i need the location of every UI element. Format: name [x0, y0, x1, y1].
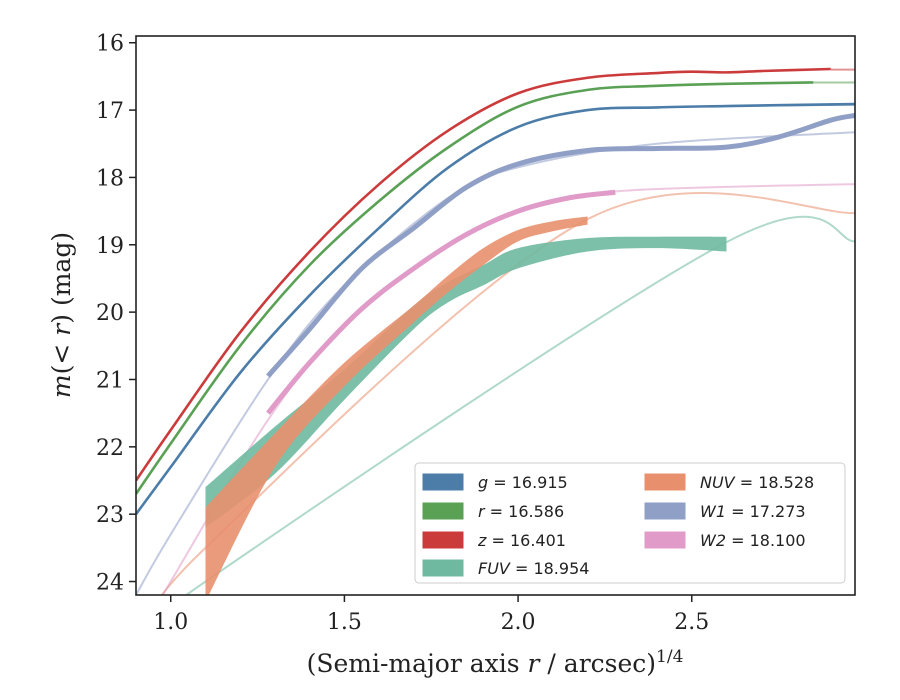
legend-entry-g: g = 16.915 [478, 473, 568, 492]
plot-area [136, 67, 855, 595]
x-tick-label: 2.0 [501, 610, 536, 635]
model-curve-nuv [160, 192, 855, 595]
legend-swatch-z [422, 531, 464, 549]
x-tick-label: 1.5 [327, 610, 362, 635]
legend-swatch-g [422, 473, 464, 491]
y-tick-label: 22 [96, 436, 124, 461]
y-tick-label: 16 [96, 32, 124, 57]
series-line-w1 [266, 113, 855, 378]
series-line-r [136, 81, 814, 495]
y-tick-label: 18 [96, 166, 124, 191]
legend-entry-z: z = 16.401 [477, 531, 566, 550]
legend-entry-w2: W2 = 18.100 [700, 531, 806, 550]
legend-entry-r: r = 16.586 [478, 502, 564, 521]
y-axis-label: m(< r) (mag) [47, 232, 76, 398]
y-tick-label: 20 [96, 301, 124, 326]
model-curve-fuv [184, 215, 855, 595]
series-line-z [136, 67, 831, 482]
model-curve-w1 [136, 131, 855, 595]
y-tick-label: 24 [96, 571, 124, 596]
legend-swatch-w1 [644, 502, 686, 520]
legend-entry-fuv: FUV = 18.954 [478, 559, 589, 578]
y-tick-label: 23 [96, 503, 124, 528]
axis-ticks: 1.0 1.5 2.0 2.5 16 17 18 19 20 21 22 23 24 [96, 32, 709, 635]
y-tick-label: 19 [96, 234, 124, 259]
legend-swatch-r [422, 502, 464, 520]
y-tick-label: 17 [96, 99, 124, 124]
legend-entry-nuv: NUV = 18.528 [700, 473, 814, 492]
x-tick-label: 2.5 [674, 610, 709, 635]
series-line-w2 [266, 189, 616, 415]
y-tick-label: 21 [96, 368, 124, 393]
x-axis-label: (Semi-major axis r / arcsec)1/4 [307, 647, 684, 678]
plot-frame [135, 35, 856, 596]
x-tick-label: 1.0 [153, 610, 188, 635]
legend-box [414, 462, 846, 584]
legend-swatch-nuv [644, 473, 686, 491]
series-line-g [136, 102, 855, 515]
legend: g = 16.915 r = 16.586 z = 16.401 FUV = 18.9… [414, 462, 846, 584]
legend-entry-w1: W1 = 17.273 [700, 502, 806, 521]
legend-swatch-fuv [422, 559, 464, 577]
legend-swatch-w2 [644, 531, 686, 549]
